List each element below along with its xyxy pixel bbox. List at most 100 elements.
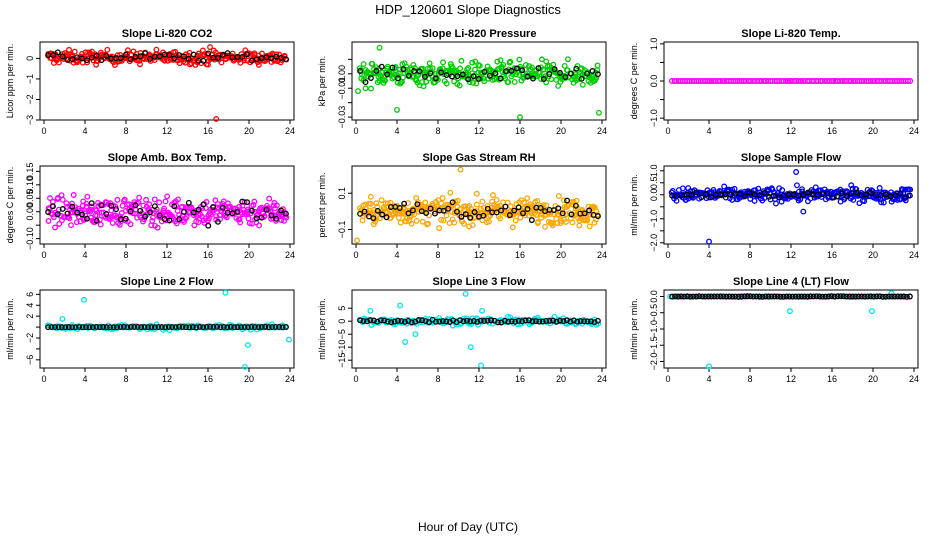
x-tick-label: 24 bbox=[909, 126, 919, 136]
data-point-reference bbox=[581, 210, 588, 217]
data-point-reference bbox=[45, 324, 52, 331]
data-point-reference bbox=[134, 324, 141, 330]
data-point bbox=[368, 85, 374, 92]
data-point-reference bbox=[200, 57, 207, 64]
data-point-reference bbox=[693, 293, 700, 300]
data-point-reference bbox=[465, 76, 472, 83]
data-point-reference bbox=[678, 293, 685, 300]
data-point bbox=[708, 78, 715, 84]
data-point bbox=[52, 224, 58, 231]
data-point-reference bbox=[688, 192, 695, 198]
data-point-reference bbox=[210, 204, 217, 210]
data-point-reference bbox=[98, 57, 105, 64]
data-point-reference bbox=[855, 293, 862, 300]
data-point-reference bbox=[234, 324, 241, 331]
data-point bbox=[410, 61, 417, 68]
data-point-reference bbox=[83, 215, 90, 222]
data-point-reference bbox=[834, 193, 841, 200]
data-point-reference bbox=[578, 75, 585, 82]
data-point-outlier bbox=[467, 344, 474, 351]
data-point-reference bbox=[853, 189, 860, 196]
data-point-reference bbox=[120, 323, 127, 330]
data-point-reference bbox=[672, 293, 679, 300]
data-point-reference bbox=[711, 293, 718, 300]
data-point-reference bbox=[481, 318, 488, 324]
data-point bbox=[45, 218, 52, 224]
data-point-reference bbox=[127, 56, 134, 63]
data-point-outlier bbox=[706, 238, 712, 245]
data-point bbox=[367, 193, 374, 200]
data-point-reference bbox=[401, 318, 408, 325]
data-point bbox=[146, 201, 153, 208]
plot-frame bbox=[663, 289, 919, 369]
data-point-reference bbox=[524, 206, 531, 212]
data-point bbox=[127, 221, 134, 228]
data-point-reference bbox=[750, 293, 757, 300]
data-point-reference bbox=[717, 293, 724, 300]
data-point-reference bbox=[584, 70, 591, 77]
data-point bbox=[529, 64, 535, 71]
y-tick-label: 0.15 bbox=[25, 163, 35, 181]
data-point bbox=[517, 214, 524, 221]
data-point bbox=[411, 65, 418, 72]
data-point bbox=[213, 213, 220, 219]
data-point-reference bbox=[62, 324, 69, 331]
data-point bbox=[66, 46, 72, 53]
data-point bbox=[562, 218, 569, 225]
data-point-reference bbox=[888, 293, 895, 300]
data-point-reference bbox=[906, 293, 913, 300]
data-point-reference bbox=[474, 318, 481, 325]
y-tick-label: −1.0 bbox=[649, 109, 659, 127]
data-point bbox=[443, 80, 450, 87]
data-point-outlier bbox=[412, 331, 419, 338]
x-tick-label: 0 bbox=[41, 126, 46, 136]
data-point-reference bbox=[735, 293, 742, 300]
data-point-reference bbox=[79, 324, 86, 331]
data-point bbox=[136, 194, 143, 201]
data-point-reference bbox=[107, 324, 114, 331]
data-point-outlier bbox=[793, 169, 800, 175]
data-point-reference bbox=[897, 293, 904, 300]
data-point bbox=[452, 198, 459, 205]
panel-2: Slope Li-820 Pressure 0 4 8 12 16 20 24 −0.03 −0.… bbox=[317, 28, 607, 136]
data-point-reference bbox=[391, 318, 398, 325]
data-point bbox=[563, 211, 570, 218]
data-point bbox=[151, 196, 158, 203]
data-point-reference bbox=[394, 75, 401, 82]
data-point-reference bbox=[89, 324, 96, 331]
x-tick-label: 12 bbox=[474, 374, 484, 384]
data-point-reference bbox=[460, 318, 467, 325]
y-tick-label: 0.10 bbox=[25, 176, 35, 194]
data-point bbox=[236, 216, 243, 223]
data-point bbox=[880, 199, 887, 206]
data-point-reference bbox=[828, 293, 835, 300]
data-point-reference bbox=[714, 293, 721, 300]
data-point-reference bbox=[463, 317, 470, 324]
data-point-reference bbox=[551, 66, 558, 73]
data-point bbox=[543, 58, 550, 65]
y-tick-label: 1.0 bbox=[649, 165, 659, 178]
data-point-reference bbox=[238, 324, 245, 331]
data-point-reference bbox=[744, 293, 751, 300]
data-point-reference bbox=[768, 293, 775, 300]
data-point-reference bbox=[839, 190, 845, 197]
data-point-reference bbox=[792, 293, 799, 300]
data-point bbox=[473, 190, 480, 197]
data-point-outlier bbox=[479, 307, 486, 314]
data-point-reference bbox=[805, 189, 811, 196]
data-point-reference bbox=[807, 293, 814, 300]
data-point bbox=[465, 65, 472, 71]
data-point-reference bbox=[581, 318, 588, 325]
x-tick-label: 12 bbox=[786, 250, 796, 260]
data-point-reference bbox=[746, 189, 753, 196]
data-point-reference bbox=[481, 68, 488, 75]
data-point bbox=[56, 220, 63, 227]
data-point-reference bbox=[93, 323, 100, 330]
data-point bbox=[69, 200, 75, 207]
x-tick-label: 24 bbox=[285, 374, 295, 384]
data-point-reference bbox=[501, 317, 508, 324]
data-point-outlier bbox=[800, 208, 807, 215]
data-point-reference bbox=[529, 318, 536, 325]
data-point-outlier bbox=[517, 114, 523, 121]
